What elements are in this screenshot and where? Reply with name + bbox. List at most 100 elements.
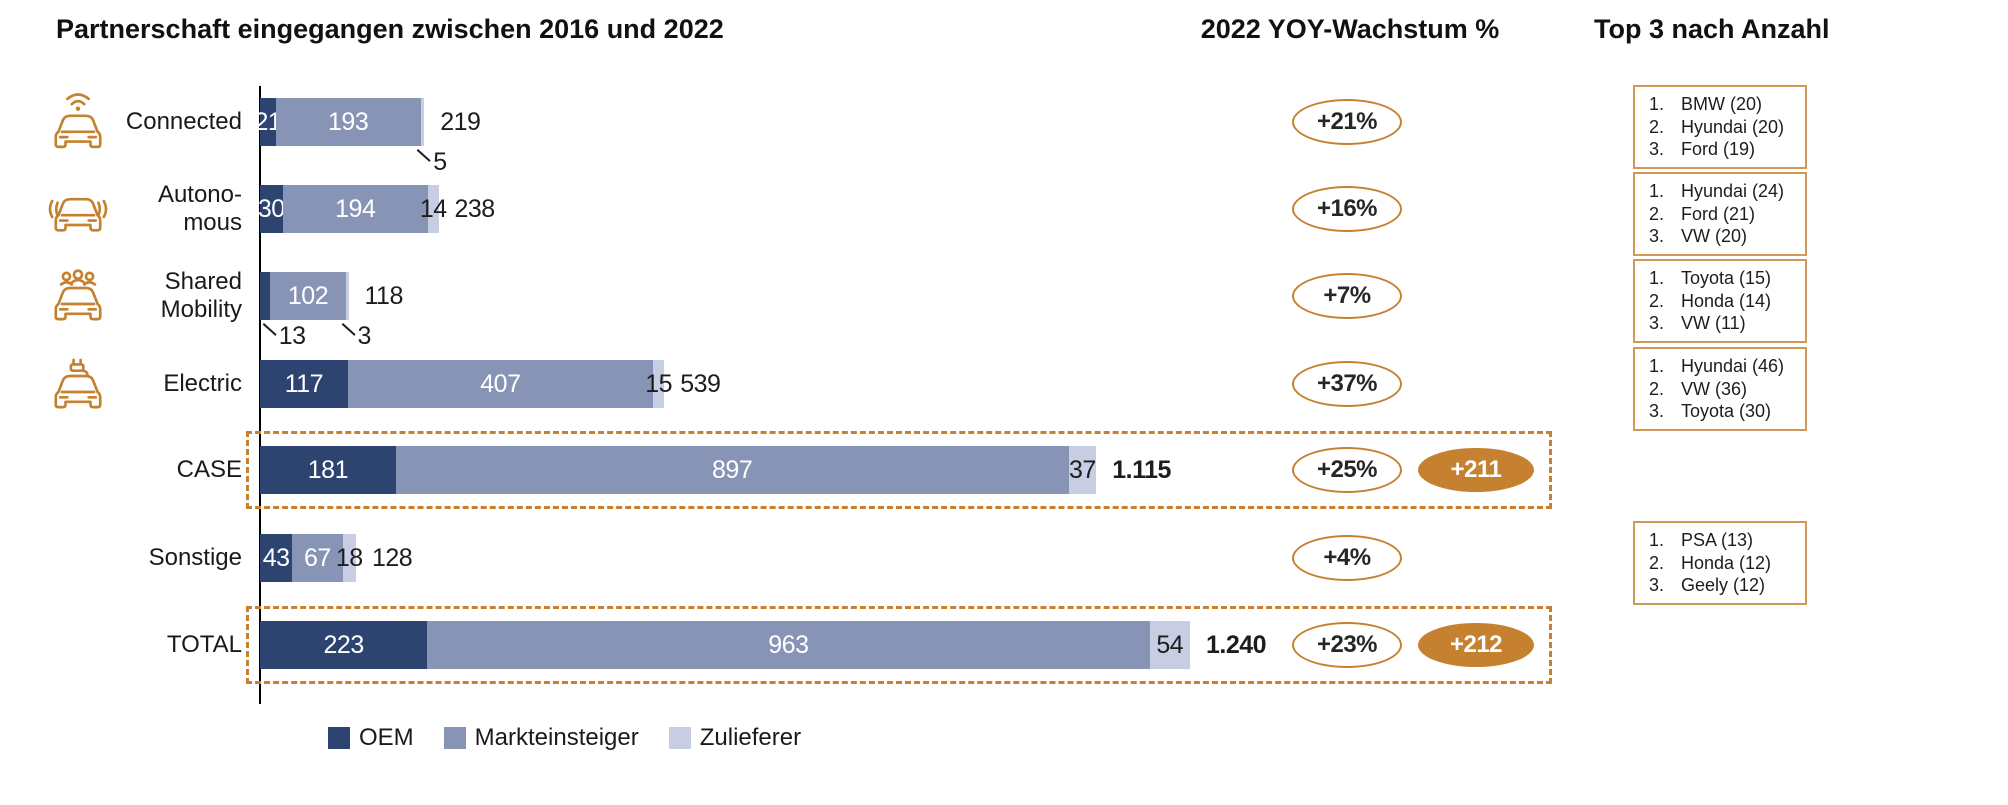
top3-entry: VW (20) [1681,226,1748,246]
top3-rank: 1. [1649,530,1665,550]
row-label-electric: Electric [86,352,242,416]
top3-item: 3. Toyota (30) [1649,400,1799,423]
bar-total-connected: 219 [440,108,481,136]
shared-mobility-car-icon [46,264,110,328]
callout-leader-sharedmobility [341,323,356,336]
top3-entry: Honda (12) [1681,552,1772,573]
top3-item: 2. Honda (12) [1649,552,1799,575]
legend-label-markteinsteiger: Markteinsteiger [474,724,639,751]
top3-entry: Ford (19) [1681,139,1756,159]
top3-entry: Geely (12) [1681,575,1766,595]
top3-item: 2. VW (36) [1649,378,1799,401]
callout-value-sharedmobility: 13 [278,322,306,350]
top3-rank: 3. [1649,401,1665,421]
top3-item: 1. Hyundai (46) [1649,355,1799,378]
bar-segment-oem-total [260,621,428,669]
top3-entry: PSA (13) [1681,530,1754,550]
top3-item: 3. VW (11) [1649,312,1799,335]
top3-item: 3. Geely (12) [1649,574,1799,597]
top3-item: 1. PSA (13) [1649,529,1799,552]
top3-rank: 3. [1649,313,1665,333]
bar-segment-markteinsteiger-electric [347,360,653,408]
bar-segment-zulieferer-sonstige [342,534,356,582]
top3-item: 1. BMW (20) [1649,93,1799,116]
bar-total-case: 1.115 [1112,456,1171,484]
bar-segment-markteinsteiger-total [427,621,1150,669]
growth-oval-sharedmobility: +7% [1292,273,1402,319]
bar-value-sonstige: 18 [335,544,363,572]
top3-rank: 2. [1649,290,1665,311]
bar-segment-markteinsteiger-autonomous [282,185,428,233]
legend-item-oem: OEM [328,724,414,752]
bar-value-autonomous: 30 [257,195,285,223]
bar-segment-markteinsteiger-connected [275,98,421,146]
bar-value-sonstige: 67 [303,544,331,572]
top3-rank: 2. [1649,116,1665,137]
growth-oval-autonomous: +16% [1292,186,1402,232]
legend-item-zulieferer: Zulieferer [668,724,801,752]
top3-entry: Toyota (30) [1681,401,1772,421]
top3-rank: 2. [1649,203,1665,224]
top3-entry: Hyundai (20) [1681,116,1785,137]
top3-item: 2. Hyundai (20) [1649,116,1799,139]
bar-value-autonomous: 194 [335,195,376,223]
row-label-line: Shared [164,268,242,295]
top3-box-sharedmobility: 1. Toyota (15) 2. Honda (14) 3. VW (11) [1633,259,1807,343]
legend-swatch-markteinsteiger [443,727,466,749]
bar-value-sonstige: 43 [262,544,290,572]
page-title: Partnerschaft eingegangen zwischen 2016 … [56,14,724,44]
bar-value-total: 54 [1156,631,1184,659]
top3-rank: 1. [1649,181,1665,201]
top3-entry: Hyundai (46) [1681,356,1785,376]
highlight-box-total [246,606,1552,684]
callout-value-connected: 5 [433,148,447,176]
top3-entry: BMW (20) [1681,94,1762,114]
bar-value-connected: 193 [328,108,369,136]
bar-segment-zulieferer-autonomous [428,185,439,233]
top3-rank: 2. [1649,552,1665,573]
row-label-sharedmobility: Shared Mobility [86,264,242,328]
row-label-sonstige: Sonstige [86,526,242,590]
top3-entry: VW (11) [1681,313,1746,333]
bar-segment-oem-sonstige [260,534,293,582]
growth-oval-case: +25% [1292,447,1402,493]
electric-car-icon [46,352,110,416]
top3-entry: Hyundai (24) [1681,181,1785,201]
top3-rank: 3. [1649,139,1665,159]
growth-oval-connected: +21% [1292,99,1402,145]
legend-swatch-oem [328,727,350,749]
growth-oval-electric: +37% [1292,361,1402,407]
top3-rank: 3. [1649,575,1665,595]
row-label-line: Sonstige [148,544,242,571]
bar-segment-zulieferer-electric [653,360,665,408]
callout-value-sharedmobility: 3 [357,322,372,350]
bar-total-sharedmobility: 118 [364,282,404,310]
bar-value-electric: 15 [645,370,673,398]
bar-segment-oem-connected [260,98,276,146]
bar-segment-oem-electric [260,360,348,408]
row-label-line: CASE [176,456,242,483]
top3-rank: 3. [1649,226,1665,246]
growth-badge-case: +211 [1418,448,1534,492]
top3-rank: 1. [1649,356,1665,376]
growth-column-header: 2022 YOY-Wachstum % [1200,14,1500,44]
bar-segment-markteinsteiger-case [395,446,1069,494]
callout-leader-sharedmobility [262,323,277,336]
bar-total-electric: 539 [680,370,721,398]
bar-value-electric: 407 [480,370,521,398]
row-label-line: Mobility [160,296,242,323]
bar-value-sharedmobility: 102 [287,282,329,310]
row-label-line: mous [183,209,242,236]
connected-car-icon [46,90,110,154]
bar-value-electric: 117 [284,370,324,398]
legend-item-markteinsteiger: Markteinsteiger [443,724,639,752]
growth-oval-total: +23% [1292,622,1402,668]
bar-value-case: 897 [712,456,753,484]
row-label-autonomous: Autono-mous [86,177,242,241]
top3-entry: VW (36) [1681,378,1748,399]
bar-total-autonomous: 238 [454,195,496,223]
bar-segment-oem-case [260,446,396,494]
callout-leader-connected [416,149,431,162]
bar-total-total: 1.240 [1206,631,1267,659]
bar-segment-zulieferer-sharedmobility [346,272,349,320]
